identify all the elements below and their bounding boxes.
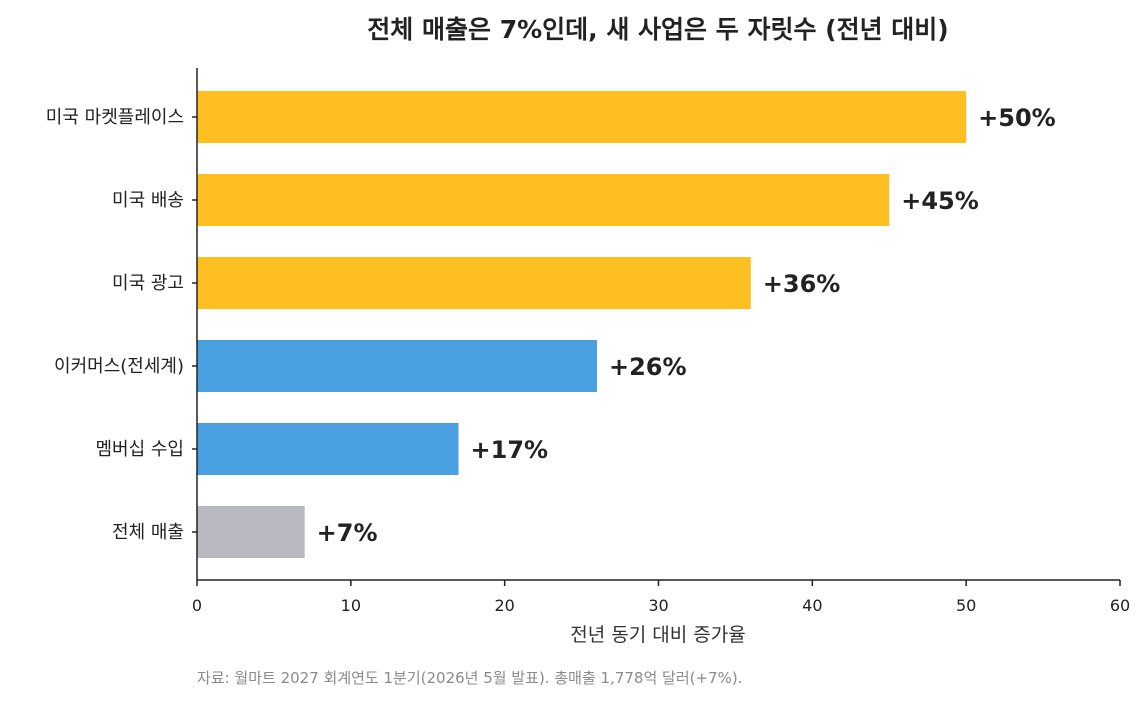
x-tick-label: 20 — [494, 596, 514, 615]
value-label: +45% — [901, 187, 979, 215]
value-label: +36% — [763, 270, 841, 298]
category-label: 전체 매출 — [112, 522, 184, 543]
chart-title: 전체 매출은 7%인데, 새 사업은 두 자릿수 (전년 대비) — [367, 15, 948, 44]
category-label: 미국 배송 — [112, 190, 184, 211]
bar — [197, 506, 305, 558]
x-tick-label: 0 — [192, 596, 202, 615]
bars-group — [197, 91, 967, 558]
category-label: 미국 마켓플레이스 — [46, 107, 184, 128]
bar — [197, 91, 967, 143]
category-label: 멤버십 수입 — [95, 439, 184, 460]
category-label: 이커머스(전세계) — [54, 356, 184, 377]
x-axis-ticks-group: 0 10 20 30 40 50 60 — [192, 580, 1130, 615]
bar — [197, 423, 459, 475]
value-label: +26% — [609, 353, 687, 381]
source-note: 자료: 월마트 2027 회계연도 1분기(2026년 5월 발표). 총매출 … — [197, 669, 742, 687]
bar — [197, 340, 597, 392]
x-tick-label: 40 — [802, 596, 822, 615]
value-label: +7% — [317, 519, 378, 547]
x-tick-label: 50 — [956, 596, 976, 615]
bar — [197, 174, 890, 226]
x-tick-label: 30 — [648, 596, 668, 615]
x-tick-label: 60 — [1110, 596, 1130, 615]
category-label: 미국 광고 — [112, 273, 184, 294]
bar — [197, 257, 751, 309]
value-label: +17% — [471, 436, 549, 464]
value-labels-group: +50% +45% +36% +26% +17% +7% — [317, 104, 1056, 547]
value-label: +50% — [978, 104, 1056, 132]
x-axis-title: 전년 동기 대비 증가율 — [570, 624, 745, 646]
x-tick-label: 10 — [341, 596, 361, 615]
